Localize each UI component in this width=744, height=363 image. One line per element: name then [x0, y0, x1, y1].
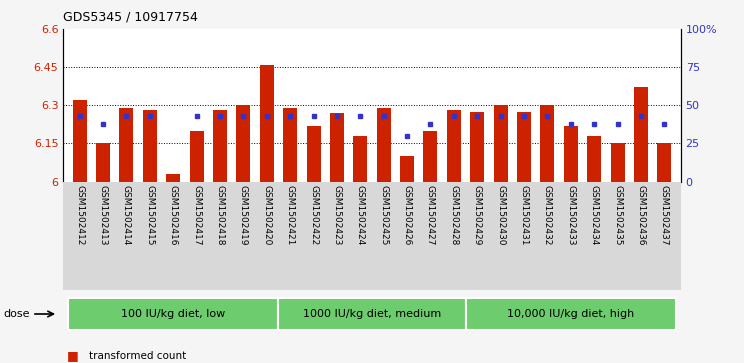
- Text: GSM1502421: GSM1502421: [286, 185, 295, 245]
- Text: GSM1502424: GSM1502424: [356, 185, 365, 245]
- Bar: [517, 111, 531, 182]
- Text: transformed count: transformed count: [89, 351, 187, 361]
- Text: GSM1502437: GSM1502437: [660, 185, 669, 245]
- Bar: [307, 126, 321, 182]
- Text: GSM1502412: GSM1502412: [75, 185, 84, 245]
- Bar: [493, 105, 507, 182]
- Text: GSM1502426: GSM1502426: [403, 185, 411, 245]
- Text: GSM1502417: GSM1502417: [192, 185, 201, 245]
- FancyBboxPatch shape: [466, 298, 676, 330]
- Bar: [143, 110, 157, 182]
- FancyBboxPatch shape: [68, 298, 278, 330]
- Text: GSM1502432: GSM1502432: [543, 185, 552, 245]
- Text: GSM1502427: GSM1502427: [426, 185, 435, 245]
- Text: GSM1502436: GSM1502436: [637, 185, 646, 245]
- Text: 10,000 IU/kg diet, high: 10,000 IU/kg diet, high: [507, 309, 635, 319]
- Bar: [611, 143, 625, 182]
- Text: dose: dose: [4, 309, 31, 319]
- Text: GSM1502415: GSM1502415: [145, 185, 154, 245]
- Bar: [260, 65, 274, 182]
- Bar: [423, 131, 437, 182]
- Bar: [96, 143, 110, 182]
- Bar: [564, 126, 578, 182]
- Text: GSM1502429: GSM1502429: [472, 185, 482, 245]
- Bar: [73, 100, 86, 182]
- Bar: [376, 108, 391, 182]
- Bar: [447, 110, 461, 182]
- Bar: [283, 108, 297, 182]
- Text: GSM1502422: GSM1502422: [309, 185, 318, 245]
- Bar: [634, 87, 648, 182]
- Bar: [213, 110, 227, 182]
- Bar: [237, 105, 251, 182]
- Bar: [190, 131, 204, 182]
- Text: GSM1502420: GSM1502420: [262, 185, 272, 245]
- Bar: [353, 136, 368, 182]
- Text: 100 IU/kg diet, low: 100 IU/kg diet, low: [121, 309, 225, 319]
- Bar: [400, 156, 414, 182]
- Bar: [119, 108, 133, 182]
- Bar: [587, 136, 601, 182]
- Text: GSM1502414: GSM1502414: [122, 185, 131, 245]
- Bar: [658, 143, 671, 182]
- Bar: [330, 113, 344, 182]
- Text: GSM1502431: GSM1502431: [519, 185, 528, 245]
- Text: GSM1502423: GSM1502423: [333, 185, 341, 245]
- Text: GSM1502413: GSM1502413: [98, 185, 107, 245]
- Text: GSM1502434: GSM1502434: [590, 185, 599, 245]
- Text: GSM1502430: GSM1502430: [496, 185, 505, 245]
- Bar: [166, 174, 180, 182]
- Text: GSM1502433: GSM1502433: [566, 185, 575, 245]
- Text: GSM1502419: GSM1502419: [239, 185, 248, 245]
- Text: GDS5345 / 10917754: GDS5345 / 10917754: [63, 11, 198, 24]
- Text: ■: ■: [67, 349, 79, 362]
- Text: GSM1502416: GSM1502416: [169, 185, 178, 245]
- Text: GSM1502435: GSM1502435: [613, 185, 622, 245]
- FancyBboxPatch shape: [278, 298, 466, 330]
- Text: GSM1502425: GSM1502425: [379, 185, 388, 245]
- Bar: [540, 105, 554, 182]
- Text: GSM1502418: GSM1502418: [216, 185, 225, 245]
- Text: 1000 IU/kg diet, medium: 1000 IU/kg diet, medium: [303, 309, 441, 319]
- Bar: [470, 111, 484, 182]
- Text: GSM1502428: GSM1502428: [449, 185, 458, 245]
